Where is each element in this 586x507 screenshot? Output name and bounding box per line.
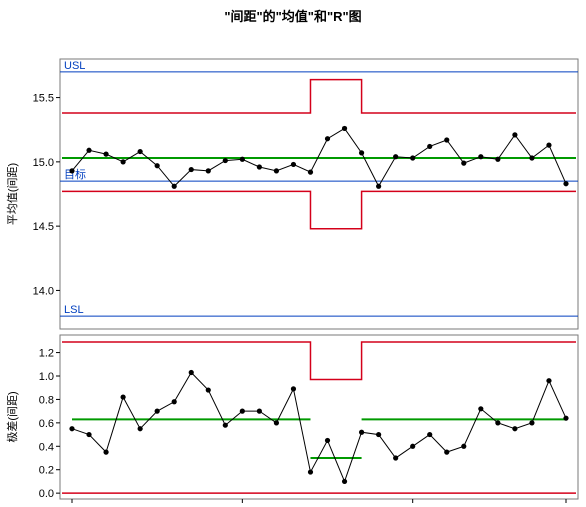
svg-text:14.0: 14.0	[33, 285, 54, 297]
svg-text:15.0: 15.0	[33, 157, 54, 169]
svg-text:1.0: 1.0	[39, 371, 54, 383]
control-chart: 14.0 14.5 15.0 15.5 平均值(间距) USL 目标 LSL 0.0 0.2 0.4…	[0, 29, 586, 507]
svg-text:平均值(间距): 平均值(间距)	[6, 163, 19, 225]
svg-text:0.8: 0.8	[39, 394, 54, 406]
svg-text:15.5: 15.5	[33, 93, 54, 105]
chart-title: "间距"的"均值"和"R"图	[0, 0, 586, 29]
svg-text:1.2: 1.2	[39, 348, 54, 360]
svg-text:14.5: 14.5	[33, 221, 54, 233]
svg-text:极差(间距): 极差(间距)	[5, 391, 19, 442]
svg-text:目标: 目标	[64, 167, 86, 181]
svg-text:0.4: 0.4	[39, 441, 54, 453]
svg-text:0.2: 0.2	[39, 465, 54, 477]
svg-text:LSL: LSL	[64, 304, 84, 316]
svg-text:0.6: 0.6	[39, 418, 54, 430]
svg-text:USL: USL	[64, 60, 85, 72]
svg-text:0.0: 0.0	[39, 488, 54, 500]
